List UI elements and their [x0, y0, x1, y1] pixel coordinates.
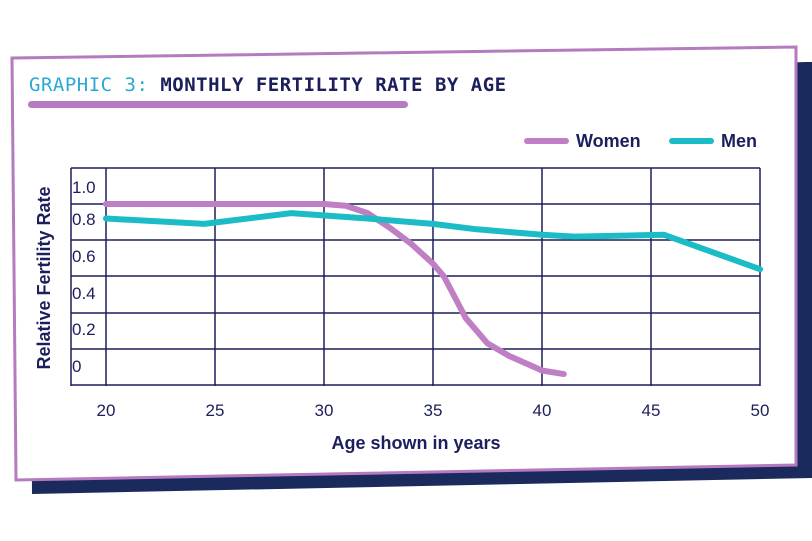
chart-ticks: 20 25 30 35 40 45 50 0 0.2 0.4 0.6 0.8 1.0: [72, 178, 769, 420]
legend-label-men: Men: [721, 131, 757, 151]
y-tick-label: 0.6: [72, 247, 96, 266]
chart-title-text: MONTHLY FERTILITY RATE BY AGE: [160, 74, 507, 96]
y-tick-label: 0: [72, 357, 81, 376]
x-tick-label: 30: [315, 401, 334, 420]
x-tick-label: 50: [751, 401, 770, 420]
chart-grid: [70, 167, 761, 386]
legend-label-women: Women: [576, 131, 641, 151]
series-line-women: [103, 201, 567, 378]
x-tick-label: 20: [97, 401, 116, 420]
x-tick-label: 40: [533, 401, 552, 420]
series-line-men: [103, 210, 763, 273]
x-axis-title: Age shown in years: [331, 433, 500, 453]
y-tick-label: 0.8: [72, 210, 96, 229]
chart-title: GRAPHIC 3: MONTHLY FERTILITY RATE BY AGE: [29, 74, 507, 96]
y-tick-label: 0.4: [72, 284, 96, 303]
y-tick-label: 1.0: [72, 178, 96, 197]
chart-series: [103, 201, 763, 378]
x-tick-label: 35: [424, 401, 443, 420]
card-panel: [10, 45, 798, 482]
x-tick-label: 45: [642, 401, 661, 420]
y-tick-label: 0.2: [72, 320, 96, 339]
x-tick-label: 25: [206, 401, 225, 420]
title-underline: [28, 101, 408, 108]
chart-title-prefix: GRAPHIC 3:: [29, 74, 149, 96]
y-axis-title: Relative Fertility Rate: [34, 186, 54, 369]
chart-legend: Women Men: [524, 131, 757, 151]
